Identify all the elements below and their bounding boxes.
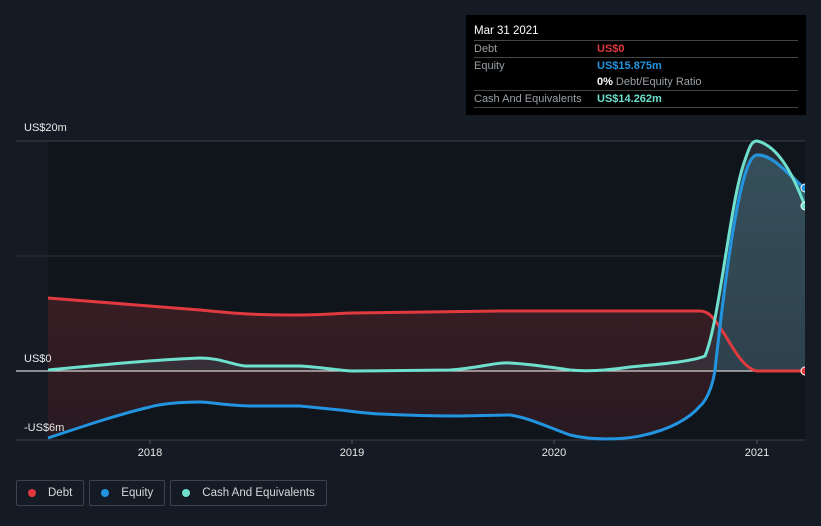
equity-dot-icon xyxy=(101,489,110,497)
y-label-top: US$20m xyxy=(24,122,67,134)
y-label-zero: US$0 xyxy=(24,353,52,365)
cash-area xyxy=(48,141,805,371)
tooltip-row-cash: Cash And Equivalents US$14.262m xyxy=(474,91,798,108)
y-label-bottom: -US$6m xyxy=(24,422,65,434)
tooltip-equity-value: US$15.875m xyxy=(597,60,662,72)
tooltip-debt-value: US$0 xyxy=(597,43,625,55)
legend-label-debt: Debt xyxy=(48,487,73,499)
legend-label-cash: Cash And Equivalents xyxy=(202,487,315,499)
tooltip-cash-label: Cash And Equivalents xyxy=(474,93,582,105)
legend-label-equity: Equity xyxy=(121,487,154,499)
x-label-2018: 2018 xyxy=(137,447,163,459)
cash-line xyxy=(47,139,807,373)
debt-dot-icon xyxy=(28,489,36,497)
tooltip-cash-value: US$14.262m xyxy=(597,93,662,105)
tooltip-row-debt: Debt US$0 xyxy=(474,41,798,58)
tooltip-debt-label: Debt xyxy=(474,43,498,55)
legend-item-cash[interactable]: Cash And Equivalents xyxy=(170,480,327,506)
cash-dot-icon xyxy=(182,489,191,497)
x-label-2020: 2020 xyxy=(541,447,567,459)
legend-item-equity[interactable]: Equity xyxy=(89,480,166,506)
equity-line xyxy=(47,153,806,441)
chart-canvas xyxy=(16,139,810,444)
tooltip-date: Mar 31 2021 xyxy=(474,23,798,41)
tooltip-ratio-value: 0% xyxy=(597,76,613,88)
x-label-2019: 2019 xyxy=(339,447,365,459)
legend: Debt Equity Cash And Equivalents xyxy=(16,480,327,506)
tooltip-ratio-label: Debt/Equity Ratio xyxy=(615,76,702,88)
tooltip-row-ratio: 0% Debt/Equity Ratio xyxy=(474,74,798,91)
debt-line xyxy=(47,296,805,373)
tooltip-row-equity: Equity US$15.875m xyxy=(474,58,798,74)
legend-item-debt[interactable]: Debt xyxy=(16,480,85,506)
tooltip: Mar 31 2021 Debt US$0 Equity US$15.875m … xyxy=(466,15,806,115)
x-label-2021: 2021 xyxy=(744,447,770,459)
tooltip-equity-label: Equity xyxy=(474,60,505,72)
